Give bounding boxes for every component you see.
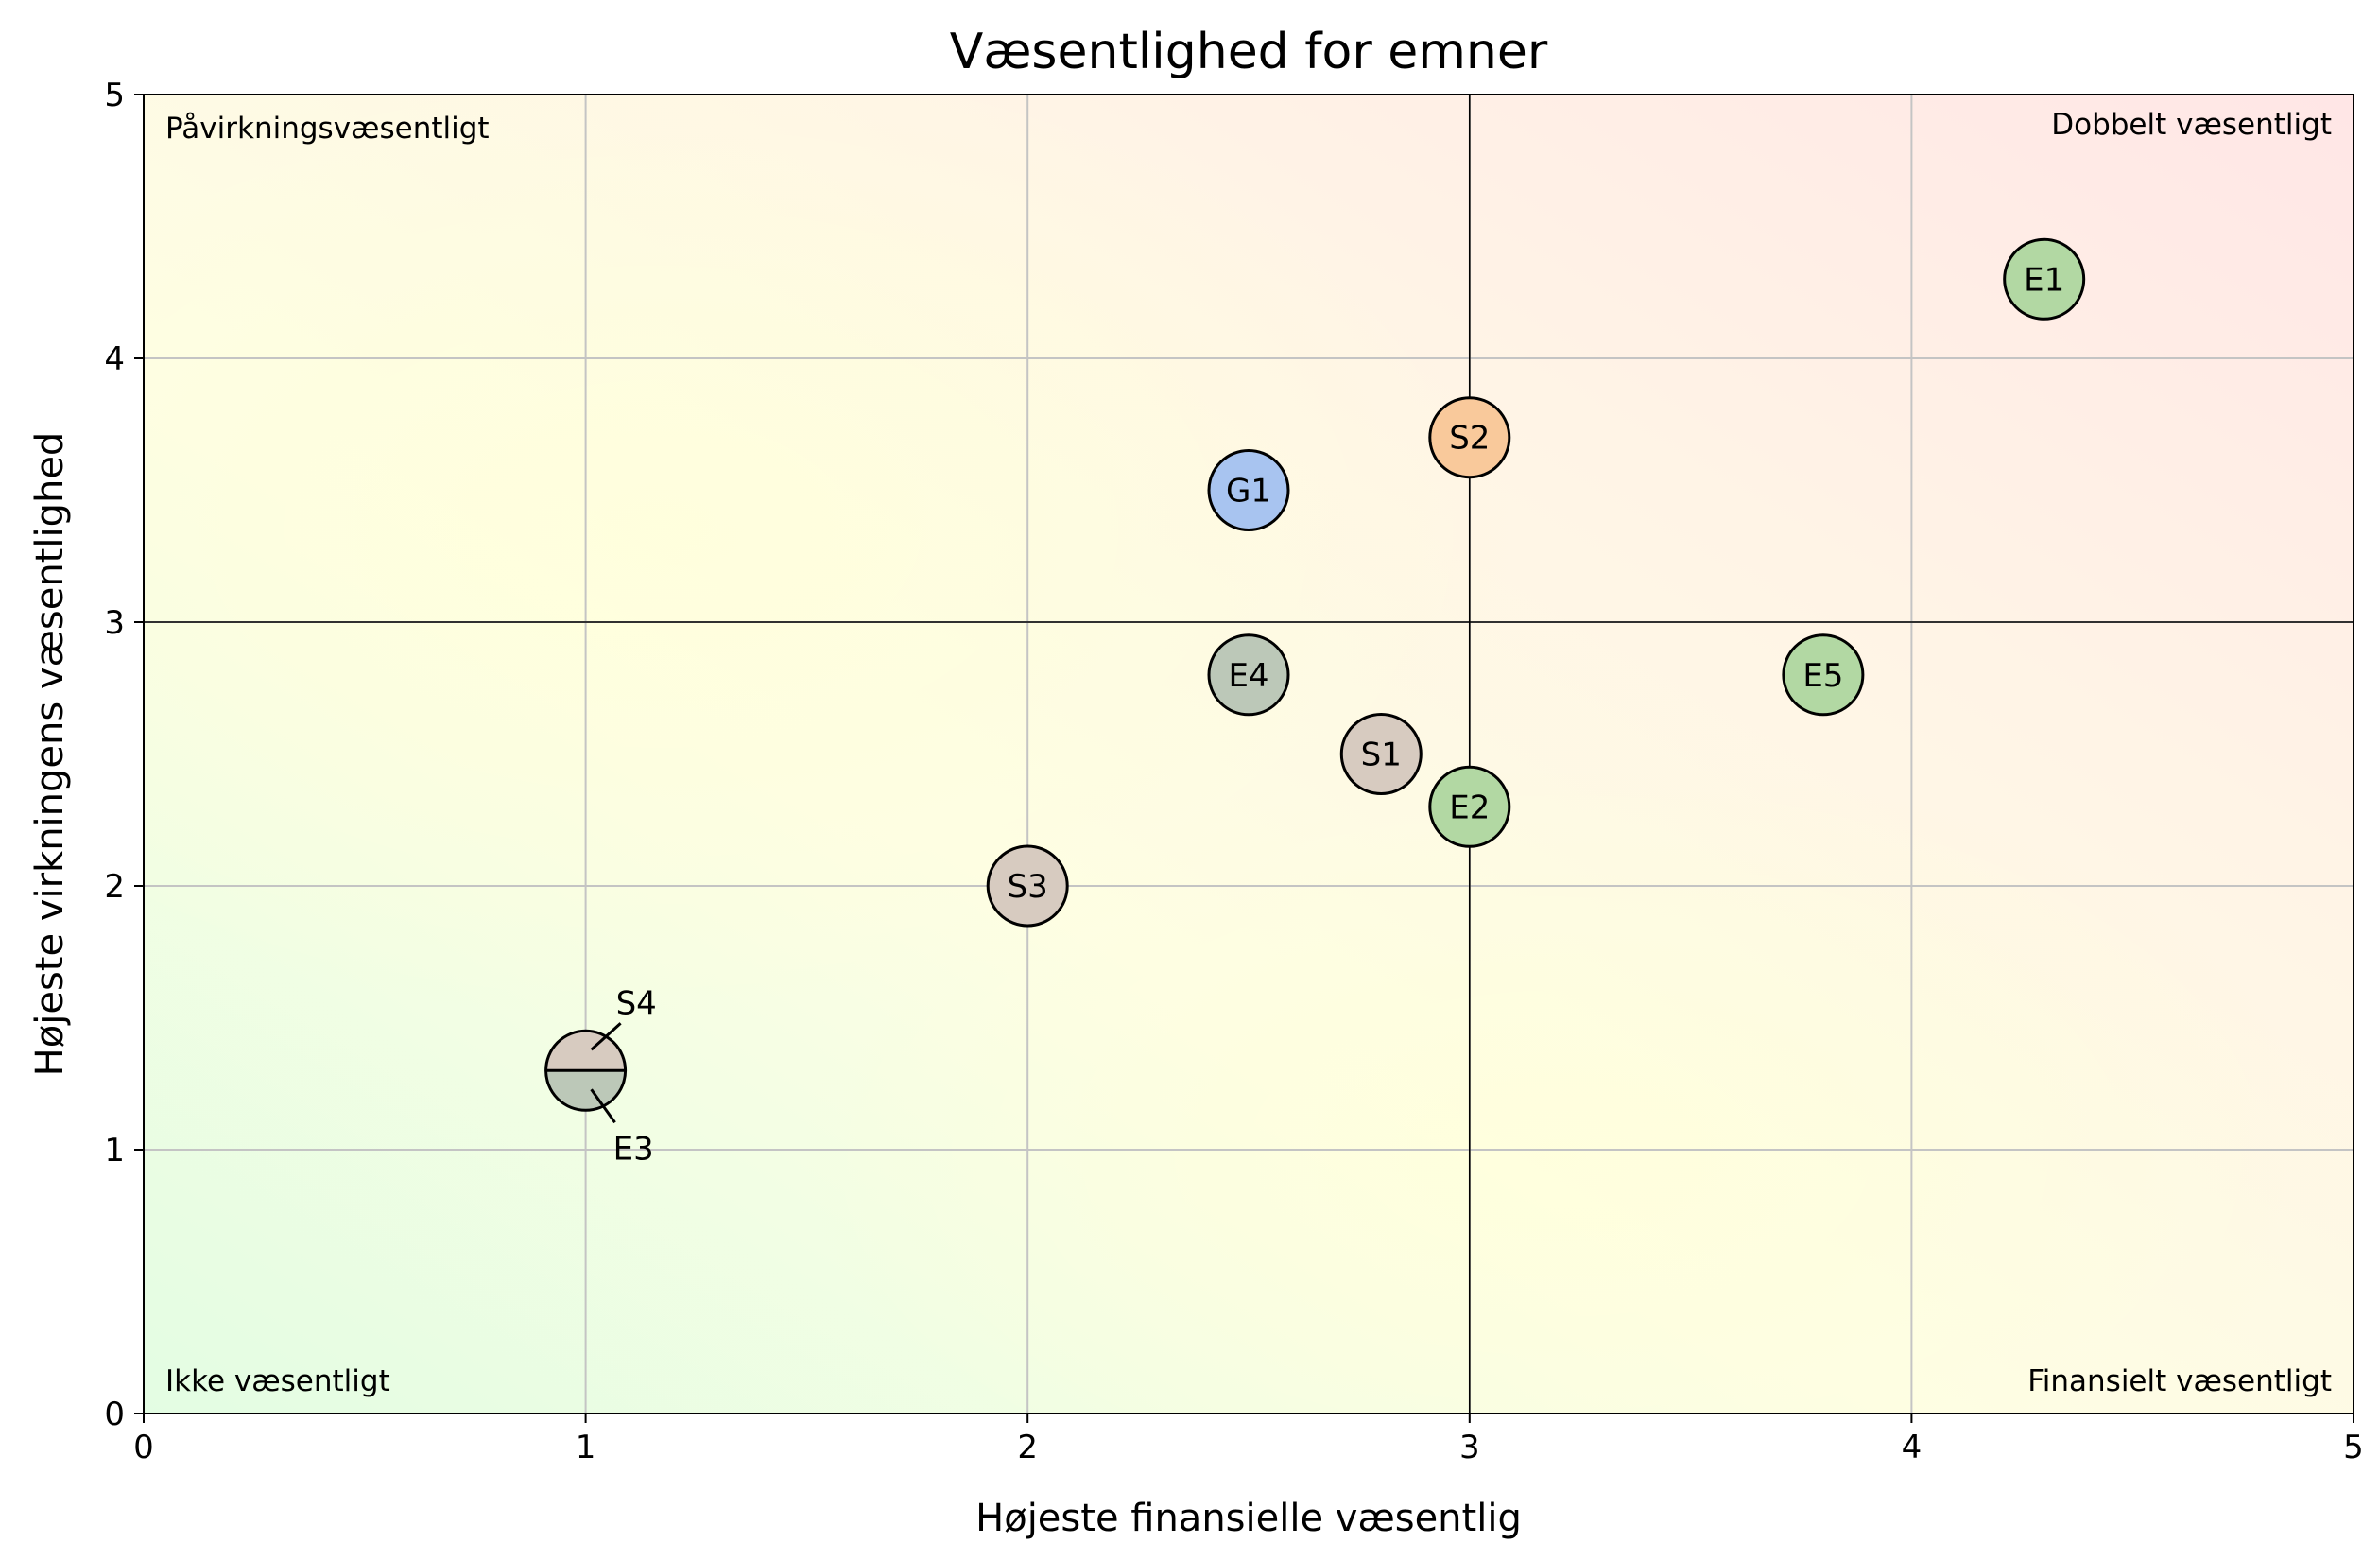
data-point-s3: S3 [986, 844, 1069, 928]
point-marker [986, 844, 1069, 928]
threshold-lines [144, 95, 2354, 1414]
x-axis-label: Højeste finansielle væsentlig [975, 1497, 1522, 1540]
point-marker-top-half [545, 1031, 626, 1071]
y-tick-label: 5 [104, 77, 125, 114]
x-tick-label: 3 [1459, 1429, 1480, 1466]
x-tick-label: 0 [133, 1429, 154, 1466]
chart-title: Væsentlighed for emner [950, 24, 1548, 80]
y-axis-ticks: 0 1 2 3 4 5 [104, 77, 144, 1433]
y-tick-label: 3 [104, 604, 125, 642]
quadrant-label-top-right: Dobbelt væsentligt [2051, 108, 2332, 142]
x-tick-label: 5 [2343, 1429, 2364, 1466]
data-point-g1: G1 [1207, 449, 1290, 531]
y-tick-label: 2 [104, 868, 125, 906]
point-label: E4 [1228, 657, 1268, 695]
point-marker [1207, 449, 1290, 531]
point-label: S2 [1449, 420, 1490, 458]
point-marker-bottom-half [545, 1070, 626, 1111]
point-label-bottom: E3 [613, 1130, 654, 1168]
data-point-s2: S2 [1428, 396, 1511, 479]
point-label: G1 [1226, 473, 1271, 511]
data-point-shared-s4-e3: S4 E3 [544, 984, 657, 1168]
point-marker [1782, 633, 1865, 717]
point-label: E2 [1449, 789, 1490, 826]
point-marker [2003, 237, 2086, 321]
point-marker [1339, 713, 1423, 795]
point-label: E5 [1802, 657, 1843, 695]
plot-background [144, 95, 2354, 1414]
data-points: E1 S2 G1 E4 E5 S1 E2 S3 S4 E3 [544, 237, 2086, 1168]
point-label: S1 [1361, 737, 1402, 774]
leader-line-bottom [590, 1088, 616, 1124]
data-point-s1: S1 [1339, 713, 1423, 795]
plot-frame [143, 94, 2354, 1414]
x-tick-label: 4 [1902, 1429, 1923, 1466]
x-axis-ticks: 0 1 2 3 4 5 [133, 1414, 2364, 1466]
data-point-e5: E5 [1782, 633, 1865, 717]
quadrant-label-top-left: Påvirkningsvæsentligt [165, 112, 490, 146]
y-tick-label: 0 [104, 1396, 125, 1433]
data-point-e2: E2 [1428, 765, 1511, 848]
point-marker [1428, 396, 1511, 479]
leader-line-top [590, 1022, 622, 1051]
data-point-e4: E4 [1207, 633, 1290, 717]
point-marker [1207, 633, 1290, 717]
point-label-top: S4 [616, 984, 657, 1022]
y-axis-label: Højeste virkningens væsentlighed [28, 432, 72, 1077]
point-label: E1 [2024, 261, 2064, 299]
y-tick-label: 1 [104, 1132, 125, 1170]
y-tick-label: 4 [104, 340, 125, 378]
x-tick-label: 2 [1017, 1429, 1038, 1466]
data-point-e1: E1 [2003, 237, 2086, 321]
point-label: S3 [1008, 868, 1048, 906]
point-marker [1428, 765, 1511, 848]
quadrant-label-bottom-left: Ikke væsentligt [165, 1364, 390, 1398]
x-tick-label: 1 [576, 1429, 596, 1466]
quadrant-label-bottom-right: Finansielt væsentligt [2027, 1364, 2332, 1398]
